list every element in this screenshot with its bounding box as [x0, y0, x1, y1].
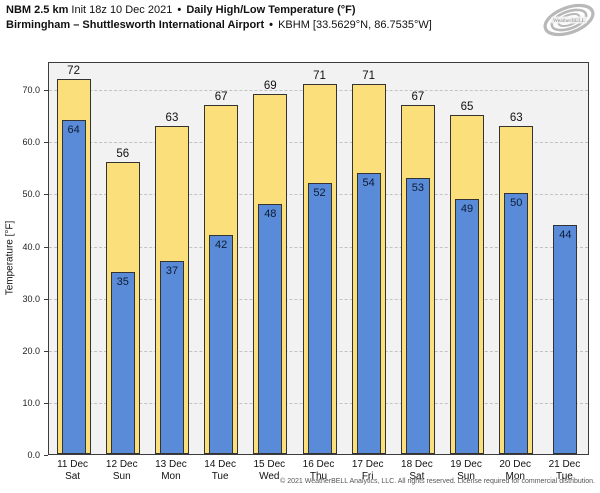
low-temp-bar — [159, 261, 184, 454]
plot-area: 72 64 56 35 63 37 67 42 69 48 71 52 71 54 67 53 65 49 63 50… — [48, 62, 589, 455]
high-value-label: 71 — [313, 69, 326, 82]
x-tick-label: 19 Dec Sun — [440, 459, 492, 482]
y-tick-label: 60.0 — [22, 137, 40, 148]
high-value-label: 65 — [460, 101, 474, 114]
x-tick-day: Sun — [112, 470, 131, 482]
x-tick-date: 13 Dec — [155, 459, 187, 470]
high-value-label: 69 — [263, 80, 277, 93]
copyright-notice: © 2021 WeatherBELL Analytics, LLC. All r… — [280, 478, 595, 485]
station-coordinates: KBHM [33.5629°N, 86.7535°W] — [278, 19, 432, 31]
x-tick-label: 12 Dec Sun — [96, 459, 148, 482]
low-temp-bar — [110, 271, 135, 454]
y-tick-label: 70.0 — [22, 85, 40, 96]
model-name: NBM 2.5 km — [6, 4, 69, 16]
low-temp-bar — [258, 203, 283, 454]
y-tick-label: 0.0 — [27, 450, 40, 460]
x-tick-date: 16 Dec — [302, 459, 335, 470]
low-value-label: 48 — [264, 207, 277, 220]
x-tick-date: 19 Dec — [450, 459, 482, 470]
low-value-label: 42 — [215, 239, 228, 252]
x-tick-day: Fri — [361, 470, 374, 482]
x-tick-label: 13 Dec Mon — [145, 459, 197, 482]
y-axis-title: Temperature [°F] — [4, 220, 16, 296]
x-tick-date: 21 Dec — [548, 459, 581, 470]
y-tick-label: 50.0 — [22, 189, 40, 200]
y-tick-label: 40.0 — [22, 241, 40, 252]
y-tick-label: 10.0 — [22, 397, 40, 408]
high-value-label: 72 — [67, 64, 80, 77]
high-value-label: 63 — [165, 111, 179, 124]
low-temp-bar — [405, 177, 430, 454]
hurricane-swirl-icon: WeatherBELL — [543, 3, 595, 37]
x-tick-date: 12 Dec — [105, 459, 138, 470]
y-tick-mark — [44, 455, 48, 456]
x-tick-day: Mon — [505, 470, 525, 482]
weatherbell-logo: WeatherBELL — [542, 2, 596, 38]
chart-header: NBM 2.5 km Init 18z 10 Dec 2021 • Daily … — [6, 3, 432, 33]
high-value-label: 67 — [214, 90, 228, 103]
x-tick-day: Sun — [457, 470, 475, 482]
low-value-label: 44 — [559, 228, 572, 241]
x-tick-label: 18 Dec Sat — [391, 459, 443, 482]
low-temp-bar — [61, 120, 86, 454]
high-value-label: 56 — [116, 148, 130, 161]
y-tick-mark — [44, 350, 48, 352]
low-value-label: 54 — [362, 176, 375, 189]
x-tick-label: 14 Dec Tue — [194, 459, 246, 482]
y-tick-label: 30.0 — [22, 293, 40, 304]
y-tick-label: 20.0 — [22, 345, 40, 356]
high-value-label: 67 — [411, 90, 425, 103]
header-line-1: NBM 2.5 km Init 18z 10 Dec 2021 • Daily … — [6, 3, 432, 18]
x-tick-label: 15 Dec Wed — [243, 459, 295, 482]
low-value-label: 49 — [460, 202, 474, 215]
high-value-label: 63 — [509, 111, 523, 124]
x-tick-day: Sat — [409, 470, 425, 482]
product-title: Daily High/Low Temperature (°F) — [186, 4, 356, 16]
low-value-label: 52 — [313, 186, 326, 199]
location-name: Birmingham – Shuttlesworth International… — [6, 19, 265, 31]
low-value-label: 50 — [510, 197, 523, 210]
low-temp-bar — [504, 193, 529, 454]
y-tick-mark — [44, 90, 48, 92]
x-tick-label: 11 Dec Sat — [47, 459, 99, 482]
low-value-label: 35 — [116, 275, 129, 288]
x-tick-label: 16 Dec Thu — [293, 459, 345, 482]
y-tick-mark — [44, 194, 48, 196]
low-value-label: 53 — [411, 181, 424, 194]
low-value-label: 64 — [67, 124, 80, 137]
separator-dot: • — [269, 19, 274, 31]
separator-dot: • — [177, 4, 182, 16]
x-tick-label: 20 Dec Mon — [489, 459, 541, 482]
x-tick-date: 18 Dec — [401, 459, 433, 470]
low-temp-bar — [356, 172, 381, 454]
low-temp-bar — [307, 182, 332, 454]
low-temp-bar — [455, 198, 480, 454]
x-tick-date: 11 Dec — [57, 459, 89, 470]
x-tick-label: 21 Dec Tue — [538, 459, 590, 482]
x-tick-date: 15 Dec — [253, 459, 286, 470]
x-tick-day: Wed — [259, 470, 280, 482]
x-tick-day: Mon — [161, 470, 181, 482]
x-tick-date: 17 Dec — [351, 459, 384, 470]
y-tick-mark — [44, 402, 48, 404]
x-tick-day: Tue — [211, 470, 229, 482]
init-time: Init 18z 10 Dec 2021 — [71, 4, 173, 16]
y-tick-mark — [44, 298, 48, 300]
x-tick-day: Sat — [65, 470, 81, 482]
x-tick-date: 14 Dec — [204, 459, 236, 470]
x-tick-label: 17 Dec Fri — [342, 459, 394, 482]
low-temp-bar — [209, 235, 234, 454]
low-value-label: 37 — [165, 265, 179, 278]
x-tick-day: Tue — [555, 470, 573, 482]
low-temp-bar — [553, 224, 578, 454]
x-tick-day: Thu — [309, 470, 328, 482]
y-tick-mark — [44, 246, 48, 248]
header-line-2: Birmingham – Shuttlesworth International… — [6, 18, 432, 33]
x-tick-date: 20 Dec — [499, 459, 532, 470]
logo-brand-text: WeatherBELL — [553, 18, 586, 24]
high-value-label: 71 — [362, 69, 376, 82]
y-tick-mark — [44, 142, 48, 144]
